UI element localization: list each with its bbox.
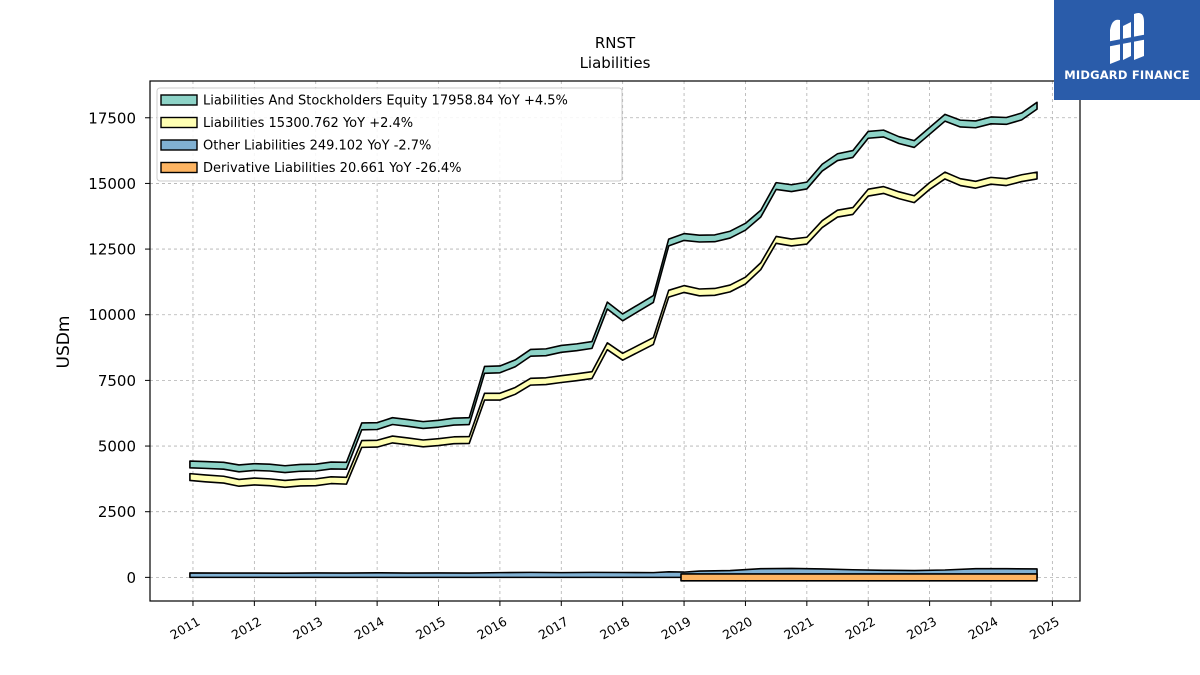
legend-box bbox=[156, 87, 623, 182]
legend-label: Liabilities And Stockholders Equity 1795… bbox=[203, 94, 568, 109]
chart-subtitle: Liabilities bbox=[580, 54, 651, 72]
x-tick-label: 2017 bbox=[536, 614, 571, 643]
x-tick-label: 2019 bbox=[659, 614, 694, 643]
x-tick-label: 2025 bbox=[1027, 614, 1062, 643]
legend: Liabilities And Stockholders Equity 1795… bbox=[156, 87, 623, 182]
x-tick-label: 2016 bbox=[474, 614, 509, 643]
brand-logo: MIDGARD FINANCE bbox=[1054, 0, 1200, 100]
series-0-band bbox=[189, 101, 1038, 474]
legend-swatch bbox=[160, 116, 198, 129]
y-tick-label: 17500 bbox=[88, 109, 136, 127]
legend-label: Derivative Liabilities 20.661 YoY -26.4% bbox=[203, 161, 462, 176]
logo-text: MIDGARD FINANCE bbox=[1064, 68, 1190, 82]
grid bbox=[150, 81, 1080, 601]
legend-swatch bbox=[160, 139, 198, 151]
x-tick-label: 2011 bbox=[167, 614, 202, 643]
x-tick-label: 2022 bbox=[843, 614, 878, 643]
x-tick-label: 2013 bbox=[290, 614, 325, 643]
series-3-band bbox=[680, 573, 1038, 582]
y-tick-label: 10000 bbox=[88, 306, 136, 324]
logo-mark-icon bbox=[1106, 13, 1148, 64]
y-tick-label: 0 bbox=[126, 569, 136, 587]
y-tick-label: 12500 bbox=[88, 241, 136, 259]
y-tick-label: 7500 bbox=[98, 372, 136, 390]
x-tick-label: 2024 bbox=[965, 614, 1000, 643]
x-tick-label: 2015 bbox=[413, 614, 448, 643]
y-axis-label: USDm bbox=[54, 316, 74, 369]
x-tick-label: 2023 bbox=[904, 614, 939, 643]
legend-swatch bbox=[160, 161, 198, 174]
chart-title: RNST bbox=[595, 34, 636, 52]
y-tick-label: 15000 bbox=[88, 175, 136, 193]
legend-swatch bbox=[160, 94, 198, 106]
legend-label: Other Liabilities 249.102 YoY -2.7% bbox=[203, 139, 431, 154]
y-tick-label: 5000 bbox=[98, 438, 136, 456]
legend-label: Liabilities 15300.762 YoY +2.4% bbox=[203, 116, 413, 131]
x-tick-label: 2021 bbox=[781, 614, 816, 643]
y-tick-label: 2500 bbox=[98, 503, 136, 521]
x-tick-label: 2018 bbox=[597, 614, 632, 643]
series-1-band bbox=[189, 171, 1038, 489]
x-tick-label: 2012 bbox=[229, 614, 264, 643]
x-tick-label: 2014 bbox=[352, 614, 387, 643]
x-tick-label: 2020 bbox=[720, 614, 755, 643]
plot-frame bbox=[149, 80, 1081, 602]
plot-series bbox=[189, 101, 1038, 582]
